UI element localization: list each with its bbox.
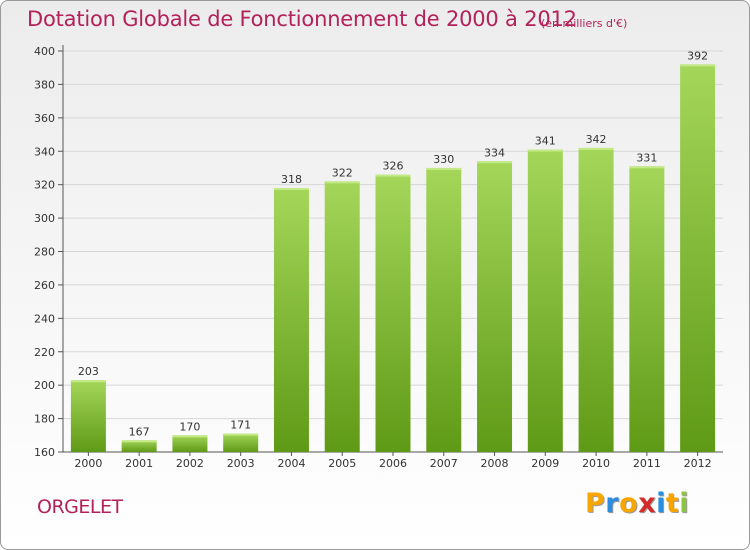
y-tick-label: 300 bbox=[34, 212, 55, 225]
bar-highlight bbox=[223, 433, 259, 436]
x-tick-label-2007: 2007 bbox=[430, 457, 458, 470]
x-tick-label-2009: 2009 bbox=[531, 457, 559, 470]
commune-name: ORGELET bbox=[37, 496, 123, 518]
bar-2009 bbox=[527, 149, 563, 452]
bar-2006 bbox=[375, 174, 411, 452]
x-tick-label-2002: 2002 bbox=[176, 457, 204, 470]
y-tick-label: 160 bbox=[34, 446, 55, 459]
value-label-2012: 392 bbox=[687, 49, 708, 62]
x-tick-label-2008: 2008 bbox=[481, 457, 509, 470]
logo-letter: i bbox=[656, 488, 666, 519]
chart-title: Dotation Globale de Fonctionnement de 20… bbox=[27, 7, 577, 31]
bar-layer bbox=[70, 64, 716, 453]
x-tick-label-2000: 2000 bbox=[74, 457, 102, 470]
y-tick-label: 220 bbox=[34, 346, 55, 359]
bar-2010 bbox=[578, 147, 614, 453]
bar-2001 bbox=[121, 440, 157, 452]
bar-2007 bbox=[426, 167, 462, 453]
bar-highlight bbox=[680, 64, 716, 67]
y-tick-label: 240 bbox=[34, 312, 55, 325]
bar-highlight bbox=[375, 174, 411, 177]
bar-highlight bbox=[527, 149, 563, 152]
y-tick-label: 360 bbox=[34, 112, 55, 125]
proxiti-logo: Proxiti bbox=[585, 488, 689, 519]
y-tick-label: 400 bbox=[34, 45, 55, 58]
x-tick-label-2001: 2001 bbox=[125, 457, 153, 470]
y-tick-label: 260 bbox=[34, 279, 55, 292]
bar-highlight bbox=[172, 435, 208, 438]
bar-highlight bbox=[324, 181, 360, 184]
bar-highlight bbox=[121, 440, 157, 443]
value-label-2003: 171 bbox=[230, 419, 251, 432]
y-tick-label: 340 bbox=[34, 145, 55, 158]
bar-2003 bbox=[223, 433, 259, 452]
bar-highlight bbox=[578, 147, 614, 150]
y-tick-label: 200 bbox=[34, 379, 55, 392]
value-label-2001: 167 bbox=[129, 425, 150, 438]
x-tick-label-2003: 2003 bbox=[227, 457, 255, 470]
bar-2000 bbox=[70, 380, 106, 452]
x-tick-label-2012: 2012 bbox=[684, 457, 712, 470]
logo-letter: P bbox=[585, 488, 606, 519]
bar-highlight bbox=[426, 167, 462, 170]
logo-letter: r bbox=[605, 488, 620, 519]
bar-2012 bbox=[680, 64, 716, 452]
bar-highlight bbox=[477, 161, 513, 164]
bar-highlight bbox=[273, 188, 309, 191]
logo-letter: o bbox=[619, 488, 639, 519]
bar-2008 bbox=[477, 161, 513, 452]
logo-letter: i bbox=[679, 488, 690, 519]
y-tick-label: 380 bbox=[34, 78, 55, 91]
x-tick-label-2011: 2011 bbox=[633, 457, 661, 470]
value-label-2009: 341 bbox=[535, 135, 556, 148]
value-label-2006: 326 bbox=[383, 160, 404, 173]
x-tick-label-2004: 2004 bbox=[277, 457, 305, 470]
chart-unit-subtitle: (en milliers d'€) bbox=[541, 17, 628, 30]
logo-letter: t bbox=[665, 488, 680, 519]
label-layer: 203 167 170 171 318 322 326 330 334 341 342 331 392 bbox=[78, 49, 708, 438]
bar-highlight bbox=[70, 380, 106, 383]
value-label-2007: 330 bbox=[433, 153, 454, 166]
value-label-2004: 318 bbox=[281, 173, 302, 186]
value-label-2008: 334 bbox=[484, 146, 505, 159]
value-label-2011: 331 bbox=[636, 151, 657, 164]
logo-letter: x bbox=[638, 488, 657, 519]
y-tick-label: 320 bbox=[34, 179, 55, 192]
value-label-2010: 342 bbox=[586, 133, 607, 146]
bar-2011 bbox=[629, 166, 665, 452]
y-tick-label: 280 bbox=[34, 246, 55, 259]
axis-layer: 160 180 200 220 240 260 280 300 320 340 360 380 400 2… bbox=[34, 45, 723, 470]
x-tick-label-2010: 2010 bbox=[582, 457, 610, 470]
x-tick-label-2005: 2005 bbox=[328, 457, 356, 470]
value-label-2000: 203 bbox=[78, 365, 99, 378]
y-tick-label: 180 bbox=[34, 413, 55, 426]
bar-2004 bbox=[273, 188, 309, 452]
bar-highlight bbox=[629, 166, 665, 169]
value-label-2005: 322 bbox=[332, 166, 353, 179]
value-label-2002: 170 bbox=[179, 420, 200, 433]
x-tick-label-2006: 2006 bbox=[379, 457, 407, 470]
bar-2002 bbox=[172, 435, 208, 452]
bar-2005 bbox=[324, 181, 360, 452]
